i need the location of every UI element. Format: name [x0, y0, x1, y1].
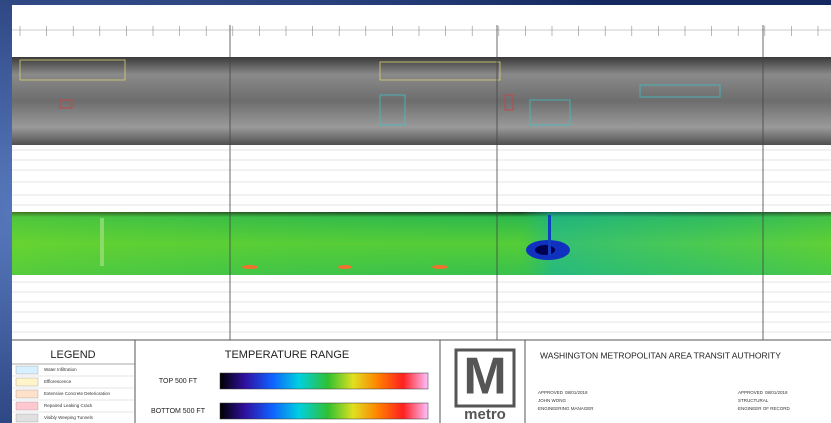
role: ENGINEERING MANAGER — [538, 406, 594, 411]
title-block — [12, 339, 831, 423]
annotation — [639, 84, 721, 98]
temperature-row: BOTTOM 500 FT — [151, 408, 206, 415]
temperature-title: TEMPERATURE RANGE — [225, 349, 349, 361]
legend-item: Water Infiltration — [44, 367, 77, 372]
thermal-tint — [12, 212, 831, 275]
scan-annotations — [19, 59, 721, 126]
annotation — [19, 59, 126, 81]
temperature-scale — [219, 402, 429, 420]
temperature-scale — [219, 372, 429, 390]
legend-title: LEGEND — [50, 349, 95, 361]
annotation — [529, 99, 571, 126]
annotation — [379, 61, 501, 81]
legend-swatch — [15, 365, 39, 375]
annotation — [59, 99, 73, 109]
approved: APPROVED — [738, 390, 764, 395]
legend-item: Extensive Concrete Deterioration — [44, 391, 111, 396]
approved: APPROVED — [538, 390, 564, 395]
logo-box — [454, 348, 516, 408]
authority: WASHINGTON METROPOLITAN AREA TRANSIT AUT… — [540, 350, 781, 360]
legend-swatch — [15, 413, 39, 423]
date: 08/01/2018 — [765, 390, 788, 395]
thermal-anomaly — [548, 215, 551, 255]
date: 08/01/2018 — [565, 390, 588, 395]
legend-item: Visibly Weeping Tunnels — [44, 415, 94, 420]
scan-band — [12, 57, 831, 145]
legend-swatch — [15, 401, 39, 411]
name: STRUCTURAL — [738, 398, 769, 403]
legend-swatch — [15, 377, 39, 387]
warm-spot — [338, 265, 352, 269]
legend-swatch — [15, 389, 39, 399]
station-lines — [229, 25, 764, 340]
legend-item: Efflorescence — [44, 379, 72, 384]
ruler-ticks — [19, 26, 819, 36]
legend-item: Repaired Leaking Crack — [44, 403, 93, 408]
thermal-warm — [242, 265, 448, 269]
annotation — [504, 94, 514, 111]
role: ENGINEER OF RECORD — [738, 406, 791, 411]
logo-word: metro — [464, 406, 506, 423]
warm-spot — [432, 265, 448, 269]
thermal-streak — [100, 218, 104, 266]
name: JOHN WONG — [538, 398, 566, 403]
warm-spot — [242, 265, 258, 269]
logo-letter: M — [463, 348, 506, 406]
legend: Water Infiltration Efflorescence Extensive… — [12, 365, 135, 423]
grid-lines — [12, 149, 831, 333]
temperature-row: TOP 500 FT — [159, 378, 198, 385]
thermal-anomaly — [535, 245, 555, 255]
annotation — [379, 94, 406, 126]
